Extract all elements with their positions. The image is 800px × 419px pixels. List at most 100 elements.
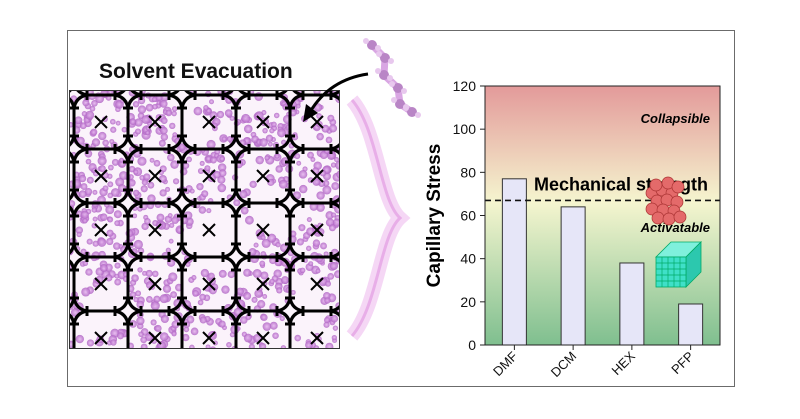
solvent-atom xyxy=(280,345,287,348)
plot-frame xyxy=(484,85,721,346)
solvent-atom xyxy=(70,200,76,208)
solvent-atom xyxy=(116,332,124,340)
solvent-atom xyxy=(273,112,280,119)
solvent-atom xyxy=(90,128,98,136)
solvent-atom xyxy=(245,215,254,225)
framework-lattice xyxy=(70,91,339,348)
solvent-atom xyxy=(144,218,151,225)
solvent-atom xyxy=(192,290,199,297)
solvent-atom xyxy=(240,316,248,324)
framework-cross xyxy=(148,223,162,237)
collapsible-label: Collapsible xyxy=(641,111,710,126)
solvent-atom xyxy=(315,268,321,274)
cube-sphere xyxy=(651,211,665,225)
solvent-atom xyxy=(165,186,171,192)
solvent-atom xyxy=(227,270,236,279)
framework-node xyxy=(276,189,304,217)
solvent-atom xyxy=(299,267,306,274)
solvent-atom xyxy=(260,271,269,280)
solvent-atom xyxy=(243,124,253,134)
y-tick-label: 60 xyxy=(460,208,476,224)
framework-node xyxy=(222,135,250,163)
solvent-atom xyxy=(142,270,148,276)
framework-cross xyxy=(94,331,108,345)
solvent-atom xyxy=(92,189,98,195)
solvent-atom xyxy=(86,176,94,184)
solvent-atom xyxy=(307,151,314,159)
solvent-atom xyxy=(82,99,90,107)
solvent-atom xyxy=(172,132,178,138)
solvent-atom xyxy=(259,138,268,147)
bar-dcm xyxy=(560,206,586,346)
solvent-atom xyxy=(260,235,266,241)
cube-sphere xyxy=(649,178,663,192)
framework-node xyxy=(276,243,304,271)
solvent-atom xyxy=(331,335,338,341)
solvent-atom xyxy=(137,267,143,273)
solvent-atom xyxy=(119,157,124,163)
solvent-atom xyxy=(205,344,211,348)
solvent-atom xyxy=(294,334,302,342)
solvent-atom xyxy=(323,317,331,324)
solvent-atom xyxy=(141,115,151,124)
solvent-atom xyxy=(191,275,197,281)
solvent-atom xyxy=(257,300,266,309)
framework-node xyxy=(70,135,88,163)
solvent-atom xyxy=(167,153,175,162)
solvent-atom xyxy=(82,218,88,224)
solvent-atom xyxy=(306,217,312,223)
solvent-atom xyxy=(330,162,337,168)
solvent-atom xyxy=(281,276,289,285)
solvent-atom xyxy=(326,151,336,160)
activatable-label: Activatable xyxy=(640,220,710,235)
solvent-atom xyxy=(199,316,207,324)
solvent-atom xyxy=(262,294,268,299)
cube-sphere xyxy=(671,180,685,194)
solvent-atom xyxy=(206,139,216,149)
solvent-atom xyxy=(299,184,308,194)
framework-node xyxy=(70,189,88,217)
framework-cross xyxy=(148,277,162,291)
solvent-atom xyxy=(197,299,204,306)
solvent-atom xyxy=(140,343,148,348)
y-tick-label: 20 xyxy=(460,294,476,310)
framework-node xyxy=(168,243,196,271)
solvent-atom xyxy=(254,289,264,298)
solvent-atom xyxy=(213,170,221,179)
solvent-atom xyxy=(131,274,139,282)
solvent-atom xyxy=(294,153,301,160)
solvent-atom xyxy=(84,188,93,196)
solvent-atom xyxy=(199,160,205,166)
solvent-atom xyxy=(102,185,109,192)
solvent-atom xyxy=(107,216,114,223)
solvent-atom xyxy=(97,156,107,166)
solvent-atom xyxy=(277,128,286,138)
solvent-atom xyxy=(160,133,169,141)
framework-node xyxy=(330,305,339,317)
solvent-atom xyxy=(143,173,151,181)
solvent-atom xyxy=(323,251,329,257)
x-tick-label-dmf: DMF xyxy=(490,348,521,379)
solvent-atom xyxy=(159,126,168,135)
solvent-atom xyxy=(218,269,227,278)
solvent-atom xyxy=(162,284,172,293)
solvent-atom xyxy=(312,178,321,186)
solvent-atom xyxy=(110,126,117,133)
framework-cross xyxy=(202,331,216,345)
solvent-atom xyxy=(91,207,98,213)
y-tick-label: 100 xyxy=(453,121,477,137)
solvent-atom xyxy=(329,261,339,271)
solvent-atom xyxy=(298,170,308,179)
solvent-atom xyxy=(170,160,179,169)
solvent-atom xyxy=(102,139,109,147)
solvent-atom xyxy=(241,113,251,123)
framework-node xyxy=(168,189,196,217)
solvent-atom xyxy=(209,111,218,120)
framework-cross xyxy=(310,331,324,345)
solvent-atom xyxy=(205,155,212,162)
framework-node xyxy=(276,297,304,325)
solvent-atom xyxy=(146,296,153,303)
solvent-atom xyxy=(182,333,190,342)
solvent-atom xyxy=(76,231,82,238)
